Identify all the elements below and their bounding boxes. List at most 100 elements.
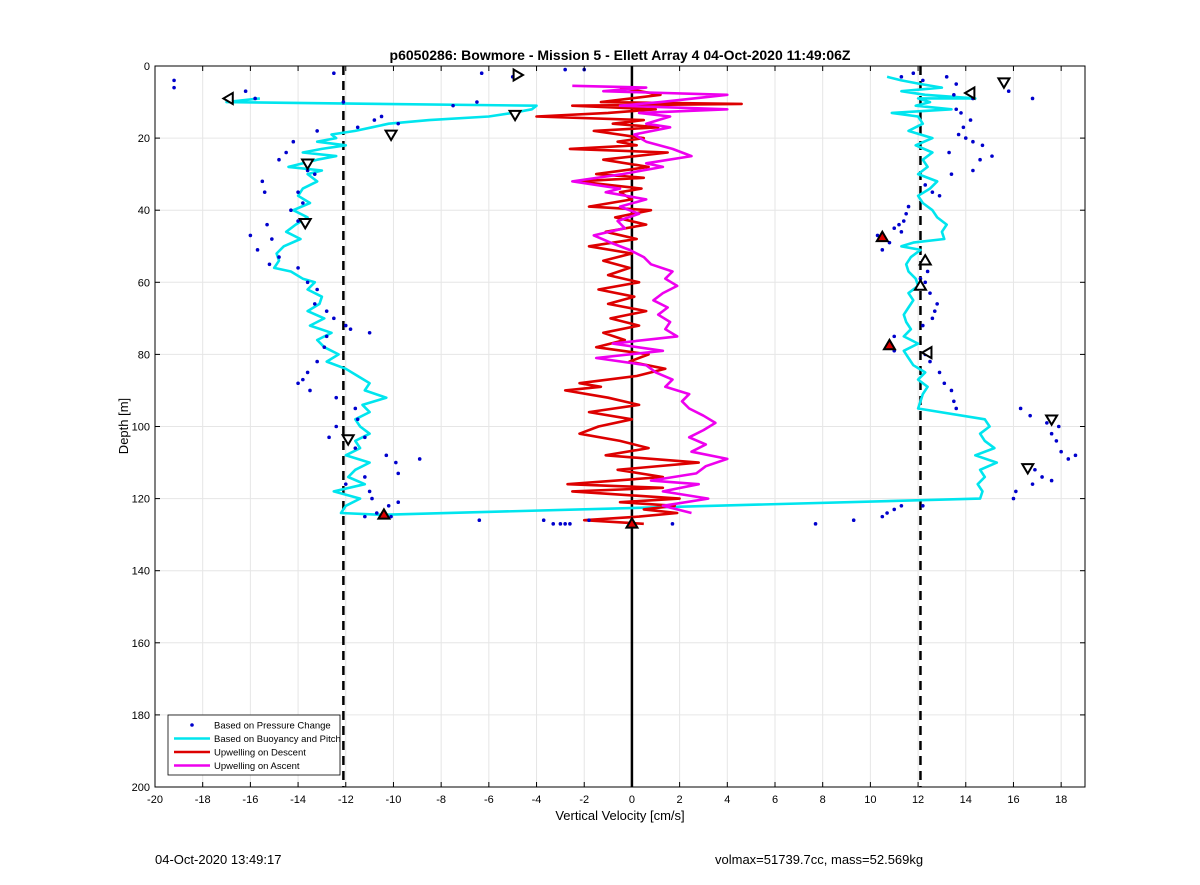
data-point-based-on-pressure-change xyxy=(270,237,274,241)
data-point-based-on-pressure-change xyxy=(305,280,310,285)
legend-swatch-based-on-pressure-change xyxy=(190,723,194,727)
data-point-based-on-pressure-change xyxy=(396,471,401,476)
markers xyxy=(221,67,1059,529)
footer-timestamp: 04-Oct-2020 13:49:17 xyxy=(155,852,282,867)
direction-marker-triangle-up xyxy=(882,337,897,351)
direction-marker-triangle-left xyxy=(221,91,234,106)
data-point-based-on-pressure-change xyxy=(334,424,339,429)
data-point-based-on-pressure-change xyxy=(301,377,305,382)
data-point-based-on-pressure-change xyxy=(923,183,928,187)
x-tick-label: -20 xyxy=(147,794,163,806)
data-point-based-on-pressure-change xyxy=(355,125,360,130)
data-point-based-on-pressure-change xyxy=(379,114,384,119)
data-point-based-on-pressure-change xyxy=(1028,413,1032,418)
direction-marker-triangle-down xyxy=(383,129,399,142)
data-point-based-on-pressure-change xyxy=(990,154,994,158)
data-point-based-on-pressure-change xyxy=(963,136,968,140)
direction-marker-triangle-up xyxy=(917,253,933,266)
data-point-based-on-pressure-change xyxy=(324,309,329,313)
data-point-based-on-pressure-change xyxy=(923,280,928,285)
x-tick-label: 8 xyxy=(820,794,826,806)
direction-marker-triangle-left xyxy=(920,345,933,360)
data-point-based-on-pressure-change xyxy=(961,125,966,130)
data-point-based-on-pressure-change xyxy=(921,323,925,328)
data-point-based-on-pressure-change xyxy=(897,222,901,227)
data-point-based-on-pressure-change xyxy=(901,219,906,223)
data-point-based-on-pressure-change xyxy=(937,193,942,198)
data-point-based-on-pressure-change xyxy=(892,507,897,512)
direction-marker-triangle-down xyxy=(300,158,315,171)
data-point-based-on-pressure-change xyxy=(324,334,329,339)
data-point-based-on-pressure-change xyxy=(308,388,312,393)
data-point-based-on-pressure-change xyxy=(367,489,372,494)
y-tick-label: 200 xyxy=(132,782,150,794)
x-tick-label: 0 xyxy=(629,794,635,806)
data-point-based-on-pressure-change xyxy=(968,118,973,122)
data-point-based-on-pressure-change xyxy=(942,381,947,386)
data-point-based-on-pressure-change xyxy=(243,89,248,94)
data-point-based-on-pressure-change xyxy=(906,204,911,209)
data-point-based-on-pressure-change xyxy=(267,262,272,267)
data-point-based-on-pressure-change xyxy=(396,121,401,126)
data-point-based-on-pressure-change xyxy=(937,370,942,375)
series xyxy=(172,67,1078,526)
data-point-based-on-pressure-change xyxy=(475,100,479,104)
y-tick-label: 20 xyxy=(138,133,150,145)
data-point-based-on-pressure-change xyxy=(952,399,956,404)
data-point-based-on-pressure-change xyxy=(925,269,930,274)
data-point-based-on-pressure-change xyxy=(315,129,319,133)
series-line-upwelling-on-ascent xyxy=(571,84,729,515)
ticks: -20 -18 -16 -14 -12 -10 -8 -6 -4 -2 0 2 4 6 8 10 12 14 16 1… xyxy=(132,61,1085,806)
y-axis-label: Depth [m] xyxy=(116,398,131,454)
data-point-based-on-pressure-change xyxy=(568,522,572,526)
data-point-based-on-pressure-change xyxy=(1040,475,1044,479)
data-point-based-on-pressure-change xyxy=(348,327,353,331)
y-tick-label: 100 xyxy=(132,422,150,434)
data-point-based-on-pressure-change xyxy=(332,71,336,76)
chart-title: p6050286: Bowmore - Mission 5 - Ellett A… xyxy=(390,47,851,63)
data-point-based-on-pressure-change xyxy=(1073,453,1078,458)
x-tick-label: -14 xyxy=(290,794,306,806)
data-point-based-on-pressure-change xyxy=(899,504,904,508)
legend-label: Upwelling on Ascent xyxy=(214,761,300,772)
data-point-based-on-pressure-change xyxy=(296,266,300,270)
data-point-based-on-pressure-change xyxy=(954,82,959,86)
data-point-based-on-pressure-change xyxy=(563,522,567,526)
data-point-based-on-pressure-change xyxy=(892,334,897,339)
data-point-based-on-pressure-change xyxy=(255,248,260,252)
data-point-based-on-pressure-change xyxy=(1014,489,1018,494)
direction-marker-triangle-up xyxy=(376,507,392,520)
x-tick-label: -16 xyxy=(242,794,258,806)
data-point-based-on-pressure-change xyxy=(551,522,556,526)
x-tick-label: 12 xyxy=(912,794,924,806)
data-point-based-on-pressure-change xyxy=(248,233,253,238)
legend-label: Based on Buoyancy and Pitch xyxy=(214,734,341,745)
direction-marker-triangle-down xyxy=(507,109,523,123)
data-point-based-on-pressure-change xyxy=(253,96,257,101)
series-line-based-on-buoyancy-and-pitch xyxy=(225,75,999,517)
data-point-based-on-pressure-change xyxy=(1066,457,1071,461)
data-point-based-on-pressure-change xyxy=(477,518,482,523)
data-point-based-on-pressure-change xyxy=(1030,96,1035,101)
data-point-based-on-pressure-change xyxy=(262,190,267,194)
data-point-based-on-pressure-change xyxy=(312,172,317,176)
y-tick-label: 140 xyxy=(132,566,150,578)
data-point-based-on-pressure-change xyxy=(932,309,937,313)
data-point-based-on-pressure-change xyxy=(343,323,348,328)
data-point-based-on-pressure-change xyxy=(1054,439,1059,443)
x-tick-label: -6 xyxy=(484,794,494,806)
data-point-based-on-pressure-change xyxy=(947,150,951,155)
data-point-based-on-pressure-change xyxy=(899,230,904,234)
data-point-based-on-pressure-change xyxy=(928,291,932,295)
data-point-based-on-pressure-change xyxy=(353,446,358,450)
data-point-based-on-pressure-change xyxy=(921,504,925,508)
x-tick-label: -2 xyxy=(579,794,589,806)
direction-marker-triangle-down xyxy=(1020,463,1036,476)
legend-label: Upwelling on Descent xyxy=(214,748,306,759)
direction-marker-triangle-down xyxy=(297,217,313,231)
data-point-based-on-pressure-change xyxy=(396,500,401,505)
x-tick-label: -10 xyxy=(386,794,402,806)
data-point-based-on-pressure-change xyxy=(851,518,856,523)
data-point-based-on-pressure-change xyxy=(1011,496,1016,501)
data-point-based-on-pressure-change xyxy=(172,85,176,90)
